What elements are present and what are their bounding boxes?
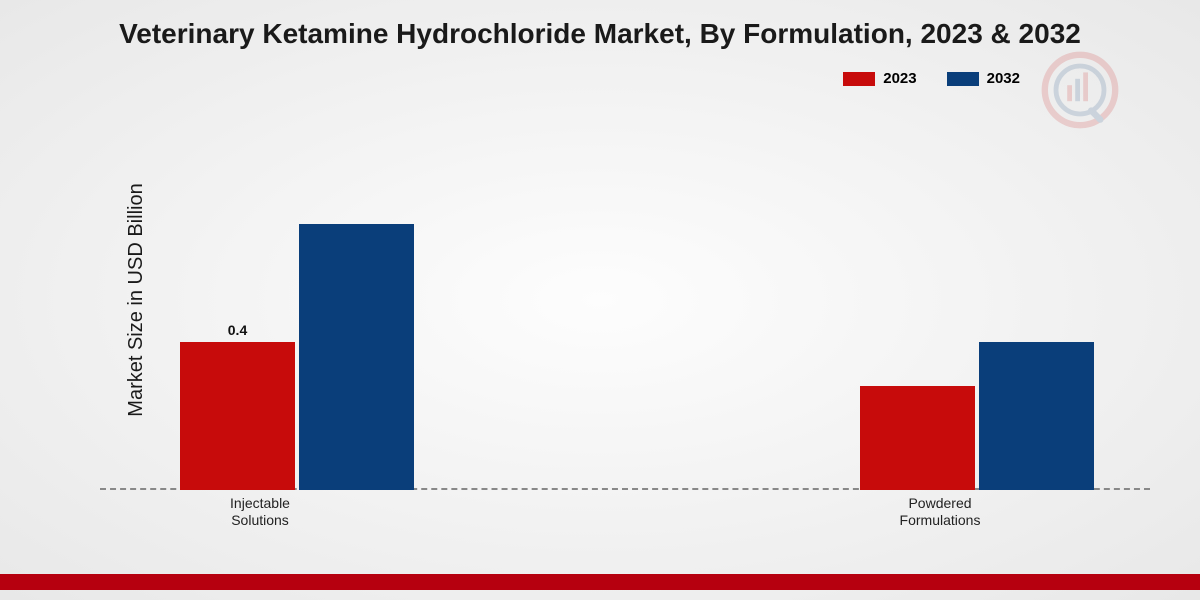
chart-title: Veterinary Ketamine Hydrochloride Market… xyxy=(0,18,1200,50)
bar-2032-0 xyxy=(299,224,414,490)
brand-watermark-icon xyxy=(1040,50,1120,130)
legend-label-2032: 2032 xyxy=(987,70,1020,87)
bar-2032-1 xyxy=(979,342,1094,490)
legend-swatch-2023 xyxy=(843,72,875,86)
x-tick-label: PowderedFormulations xyxy=(860,495,1020,529)
footer-accent-bar xyxy=(0,574,1200,590)
bar-2023-1 xyxy=(860,386,975,490)
x-tick-label: InjectableSolutions xyxy=(180,495,340,529)
plot-area: 0.4 xyxy=(100,120,1150,490)
bar-2023-0: 0.4 xyxy=(180,342,295,490)
legend-item-2023: 2023 xyxy=(843,70,916,87)
legend-label-2023: 2023 xyxy=(883,70,916,87)
legend-swatch-2032 xyxy=(947,72,979,86)
legend: 2023 2032 xyxy=(843,70,1020,87)
legend-item-2032: 2032 xyxy=(947,70,1020,87)
bar-value-label: 0.4 xyxy=(180,322,295,338)
